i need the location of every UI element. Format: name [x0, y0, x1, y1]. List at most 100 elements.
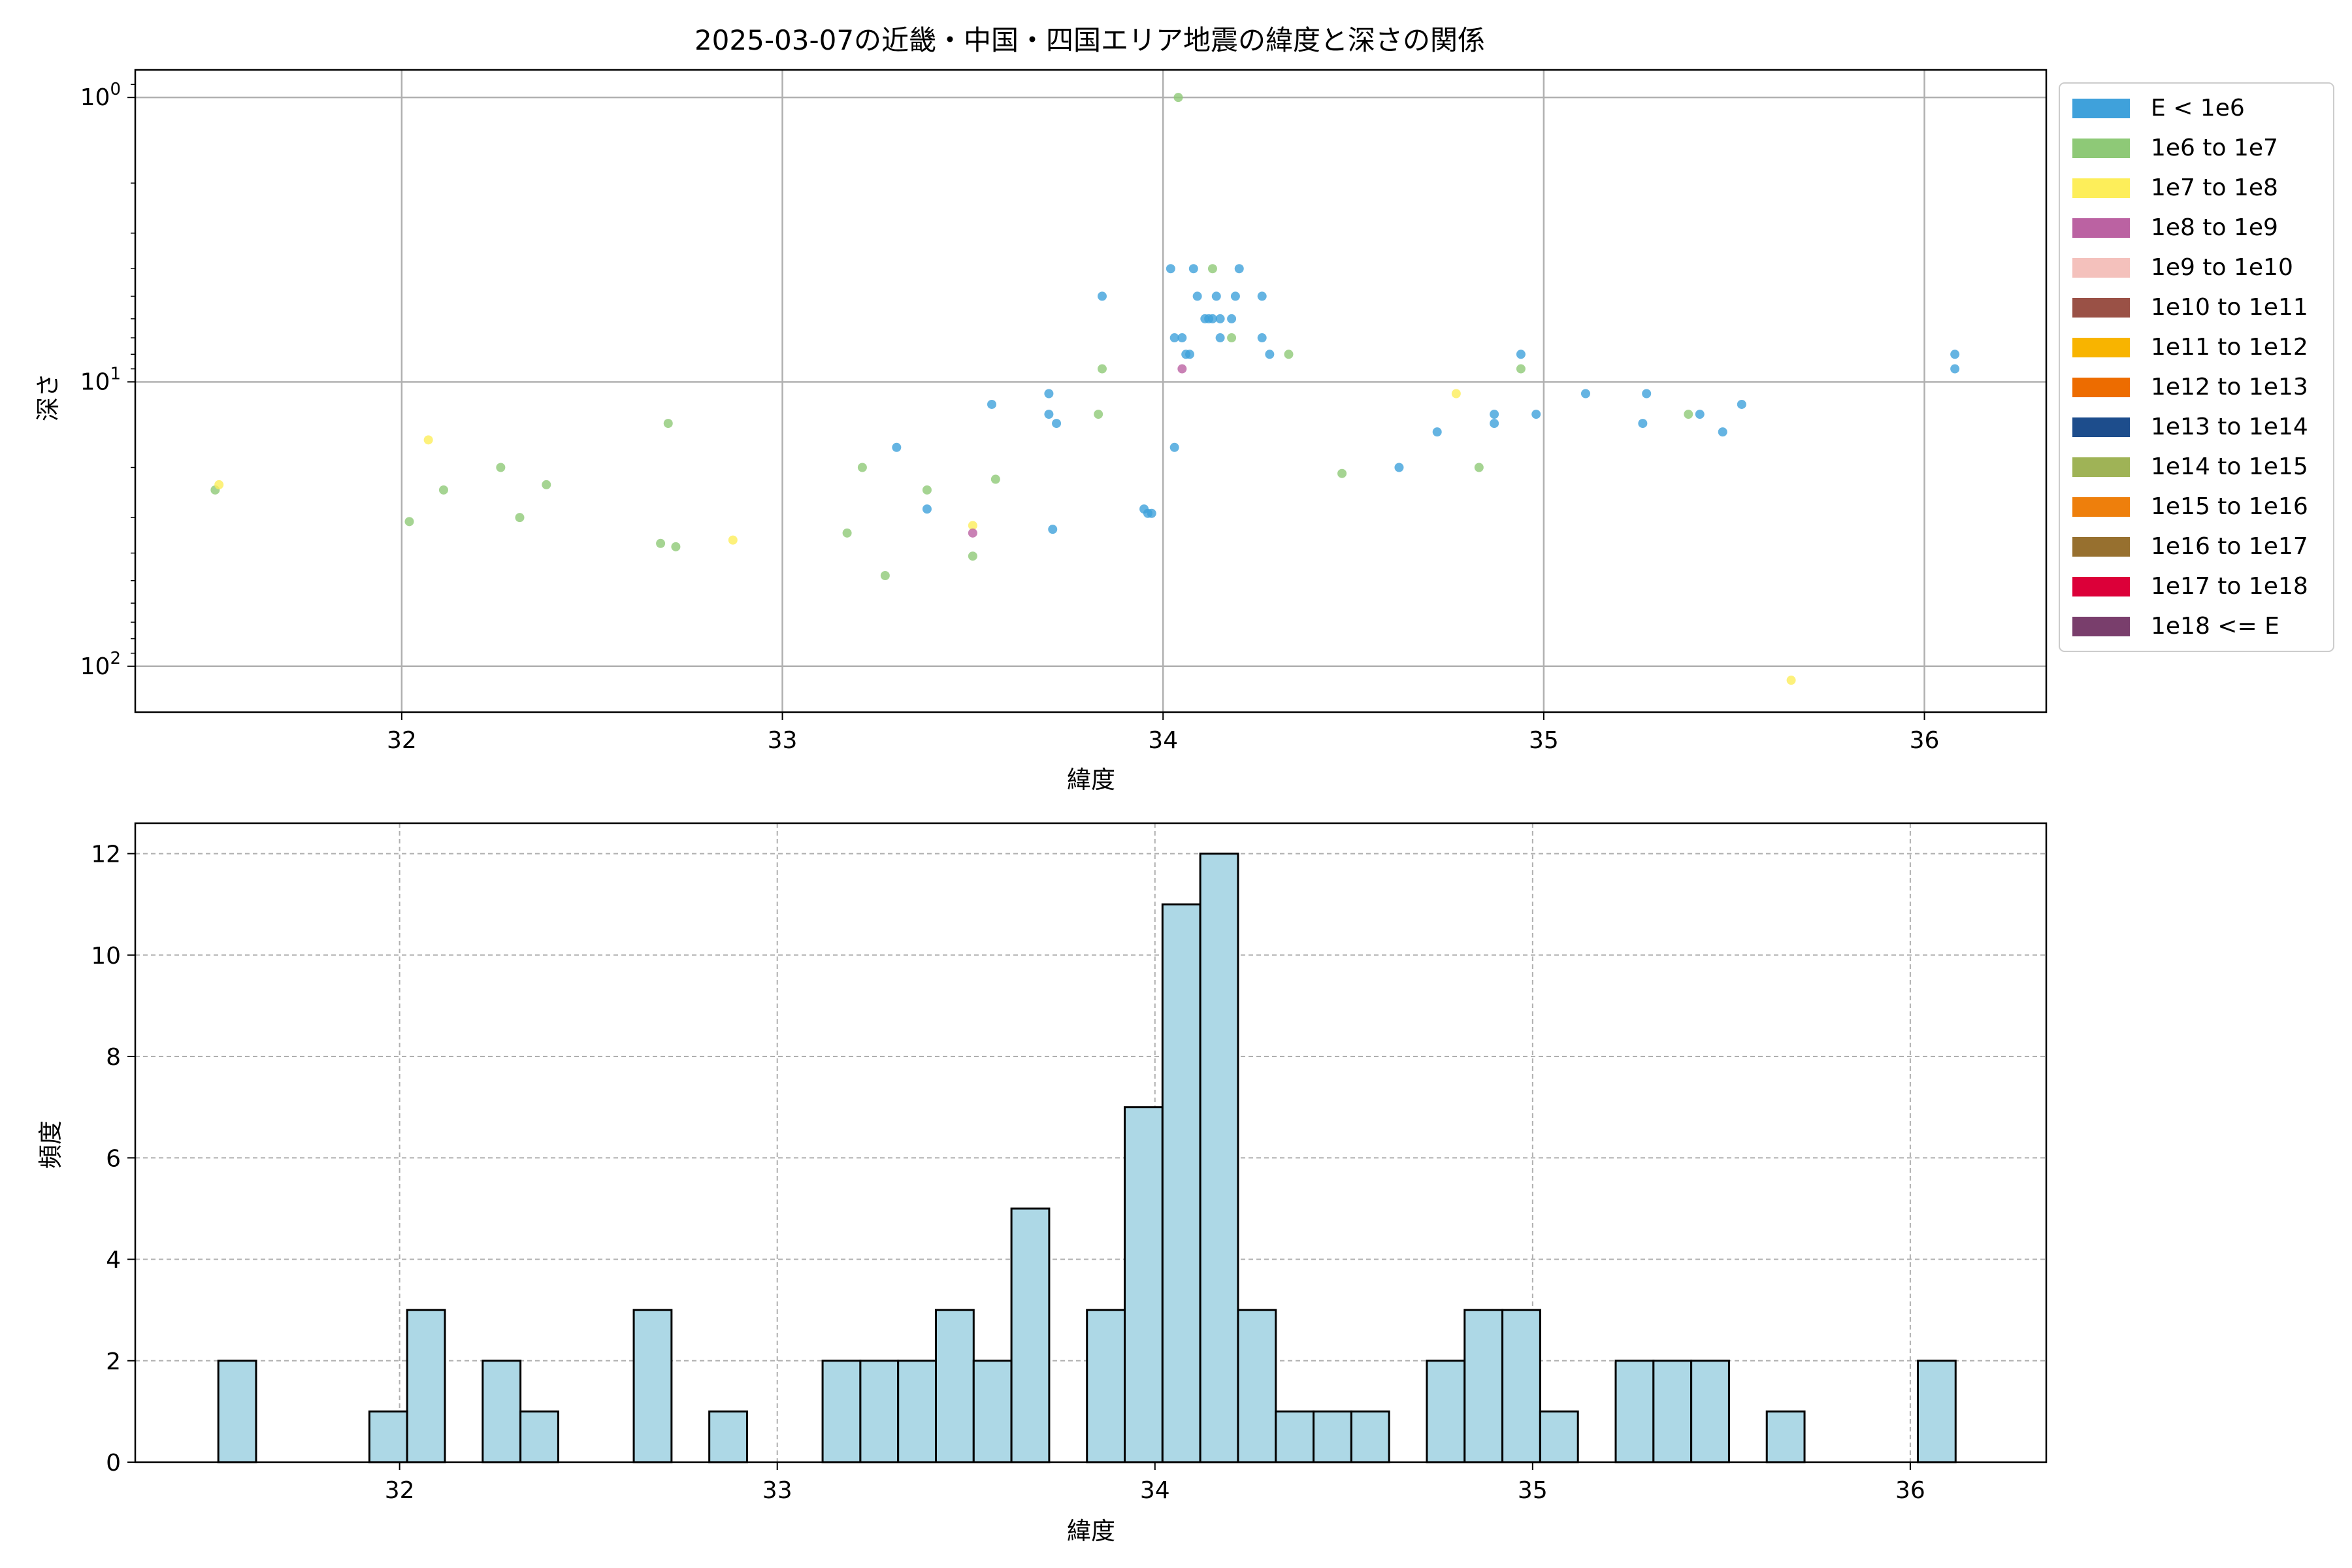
histogram-bar [368, 1410, 408, 1463]
scatter-point [1451, 389, 1461, 399]
scatter-y-tick-base: 10 [80, 653, 110, 680]
histogram-bar [632, 1309, 673, 1463]
histogram-bar [1124, 1106, 1164, 1463]
scatter-panel: 2025-03-07の近畿・中国・四国エリア地震の緯度と深さの関係 32 33 34… [34, 24, 2334, 794]
histogram-bar [1652, 1360, 1693, 1463]
scatter-point [892, 442, 902, 452]
scatter-point [1257, 291, 1267, 301]
scatter-point [1786, 676, 1796, 685]
scatter-point [1516, 364, 1526, 374]
legend-swatch [2072, 417, 2130, 437]
scatter-point [1474, 463, 1484, 472]
histogram-y-tick-label: 12 [91, 841, 121, 868]
scatter-point [1516, 350, 1526, 359]
scatter-point [671, 542, 681, 551]
legend-swatch [2072, 577, 2130, 596]
histogram-y-tick-label: 0 [106, 1450, 121, 1477]
scatter-point [968, 521, 977, 531]
histogram-x-axis-label: 緯度 [1067, 1517, 1115, 1545]
histogram-x-tick-label: 34 [1140, 1477, 1170, 1504]
scatter-point [1394, 463, 1404, 472]
legend-swatch [2072, 617, 2130, 636]
legend-label: 1e9 to 1e10 [2151, 254, 2293, 281]
scatter-point [663, 419, 673, 429]
scatter-point [990, 474, 1000, 484]
histogram-y-tick-label: 6 [106, 1145, 121, 1172]
legend-swatch [2072, 537, 2130, 557]
scatter-point [1147, 508, 1156, 518]
scatter-point [1230, 291, 1240, 301]
scatter-point [968, 551, 977, 561]
scatter-point [1490, 410, 1499, 419]
scatter-x-tick-label: 34 [1148, 727, 1178, 754]
histogram-x-ticks: 32 33 34 35 36 [385, 1462, 1925, 1504]
legend-label: 1e14 to 1e15 [2151, 453, 2308, 480]
histogram-bar [1614, 1360, 1655, 1463]
histogram-y-ticks: 0 2 4 6 8 10 12 [91, 841, 135, 1477]
legend-label: 1e15 to 1e16 [2151, 493, 2308, 520]
scatter-point [1097, 291, 1107, 301]
scatter-y-axis-label: 深さ [34, 373, 62, 421]
histogram-bar [859, 1360, 900, 1463]
legend-swatch [2072, 298, 2130, 318]
scatter-point [214, 480, 224, 489]
histogram-bar [1313, 1410, 1352, 1463]
scatter-x-tick-label: 33 [768, 727, 798, 754]
scatter-point [1177, 333, 1187, 343]
histogram-bar [1237, 1309, 1277, 1463]
legend-swatch [2072, 178, 2130, 198]
scatter-point [1044, 410, 1054, 419]
scatter-point [1177, 364, 1187, 374]
scatter-x-tick-label: 36 [1910, 727, 1940, 754]
scatter-point [1684, 410, 1693, 419]
scatter-x-tick-label: 35 [1529, 727, 1559, 754]
scatter-point [1188, 264, 1198, 274]
scatter-point [857, 463, 867, 472]
histogram-bar [708, 1410, 748, 1463]
scatter-point [1337, 468, 1347, 478]
legend-swatch [2072, 497, 2130, 517]
scatter-point [1257, 333, 1267, 343]
histogram-y-axis-label: 頻度 [37, 1120, 65, 1169]
scatter-point [1695, 410, 1705, 419]
scatter-point [1284, 350, 1294, 359]
scatter-point [1531, 410, 1541, 419]
scatter-point [1048, 525, 1058, 534]
histogram-bar [1199, 853, 1239, 1463]
scatter-point [1642, 389, 1652, 399]
histogram-y-tick-label: 8 [106, 1044, 121, 1071]
scatter-point [1490, 419, 1499, 429]
scatter-y-tick-label: 100 [80, 80, 121, 111]
histogram-bar [1463, 1309, 1504, 1463]
scatter-points [210, 93, 1960, 685]
histogram-bar [972, 1360, 1013, 1463]
scatter-point [922, 504, 932, 514]
scatter-point [1052, 419, 1062, 429]
histogram-plot-frame [134, 822, 2048, 1463]
histogram-bar [406, 1309, 446, 1463]
histogram-bar [1501, 1309, 1541, 1463]
legend-label: 1e11 to 1e12 [2151, 334, 2308, 361]
legend-label: 1e10 to 1e11 [2151, 294, 2308, 321]
scatter-y-tick-label: 101 [80, 364, 121, 395]
legend-box [2059, 82, 2334, 652]
scatter-point [1227, 333, 1237, 343]
scatter-point [1215, 314, 1225, 323]
scatter-plot-frame [134, 69, 2048, 713]
legend-label: 1e7 to 1e8 [2151, 174, 2278, 201]
legend-swatch [2072, 139, 2130, 158]
scatter-point [922, 485, 932, 495]
scatter-point [1638, 419, 1648, 429]
scatter-point [1169, 333, 1179, 343]
scatter-point [542, 480, 551, 489]
legend-swatch [2072, 258, 2130, 278]
histogram-bar [821, 1360, 862, 1463]
scatter-grid [135, 70, 2046, 712]
scatter-y-tick-exponent: 2 [110, 649, 121, 668]
histogram-bar [217, 1360, 257, 1463]
histogram-x-tick-label: 36 [1895, 1477, 1925, 1504]
scatter-title: 2025-03-07の近畿・中国・四国エリア地震の緯度と深さの関係 [694, 24, 1485, 56]
histogram-bar [1539, 1410, 1579, 1463]
scatter-x-axis-label: 緯度 [1067, 766, 1115, 794]
